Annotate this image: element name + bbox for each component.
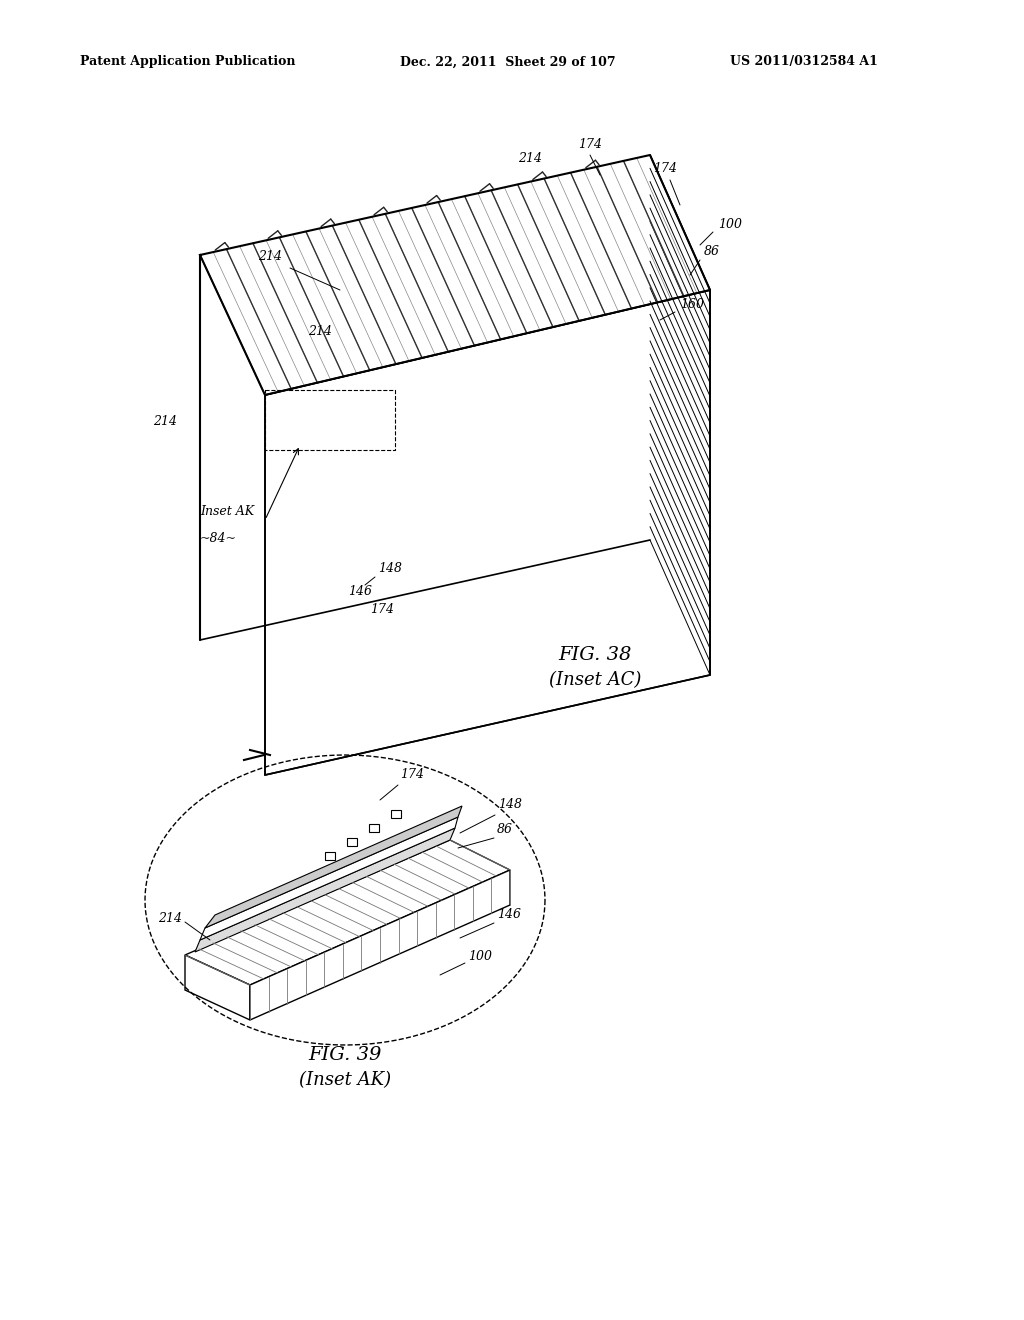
Text: 100: 100 [468,950,492,964]
Text: 174: 174 [400,768,424,781]
Polygon shape [369,824,379,832]
Text: 148: 148 [498,799,522,810]
Polygon shape [200,154,710,395]
Text: 214: 214 [153,414,177,428]
Text: 86: 86 [497,822,513,836]
Polygon shape [200,817,458,940]
Text: Patent Application Publication: Patent Application Publication [80,55,296,69]
Text: ~84~: ~84~ [200,532,237,545]
Text: 214: 214 [258,249,282,263]
Polygon shape [325,851,335,861]
Text: (Inset AC): (Inset AC) [549,671,641,689]
Polygon shape [185,840,510,985]
Text: 86: 86 [705,246,720,257]
Text: FIG. 39: FIG. 39 [308,1045,382,1064]
Text: 174: 174 [578,139,602,150]
Text: 146: 146 [497,908,521,921]
Text: 100: 100 [718,218,742,231]
Polygon shape [347,838,357,846]
Text: Dec. 22, 2011  Sheet 29 of 107: Dec. 22, 2011 Sheet 29 of 107 [400,55,615,69]
Text: 146: 146 [348,585,372,598]
Text: US 2011/0312584 A1: US 2011/0312584 A1 [730,55,878,69]
Text: 174: 174 [653,162,677,176]
Text: 160: 160 [680,298,705,312]
Polygon shape [265,290,710,775]
Text: 214: 214 [518,152,542,165]
Text: FIG. 38: FIG. 38 [558,645,632,664]
Text: (Inset AK): (Inset AK) [299,1071,391,1089]
Polygon shape [185,954,250,1020]
Polygon shape [205,807,462,928]
Polygon shape [650,154,710,675]
Polygon shape [391,810,401,818]
Text: 148: 148 [378,562,402,576]
Text: 214: 214 [308,325,332,338]
Text: Inset AK: Inset AK [200,506,254,517]
Text: 214: 214 [158,912,182,925]
Text: 174: 174 [370,603,394,616]
Polygon shape [250,870,510,1020]
Polygon shape [195,828,455,952]
